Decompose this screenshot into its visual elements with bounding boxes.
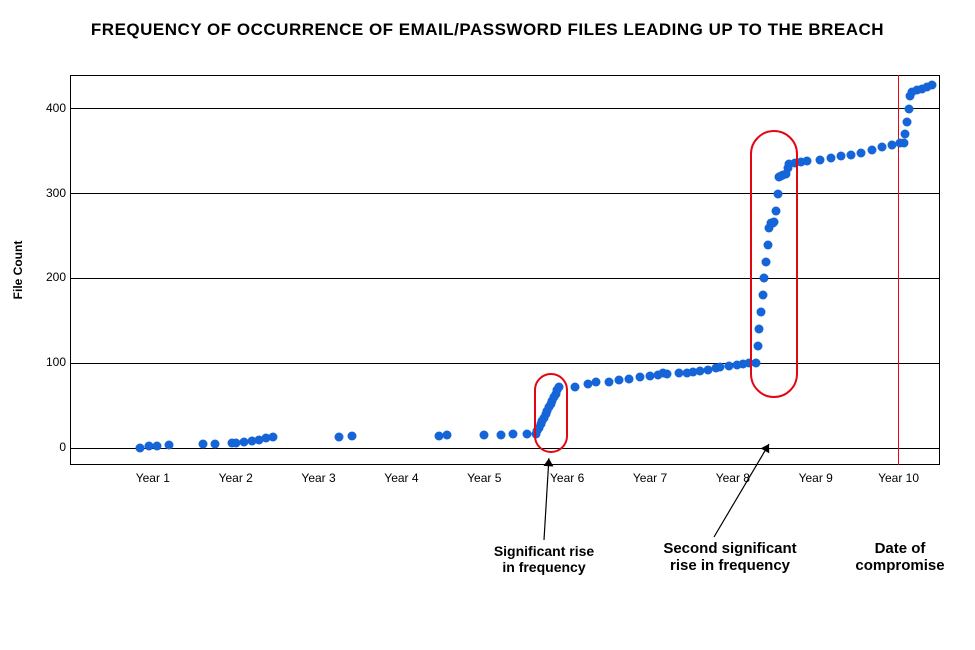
chart-stage: FREQUENCY OF OCCURRENCE OF EMAIL/PASSWOR… [0, 0, 975, 650]
annotation-arrow [0, 0, 975, 650]
